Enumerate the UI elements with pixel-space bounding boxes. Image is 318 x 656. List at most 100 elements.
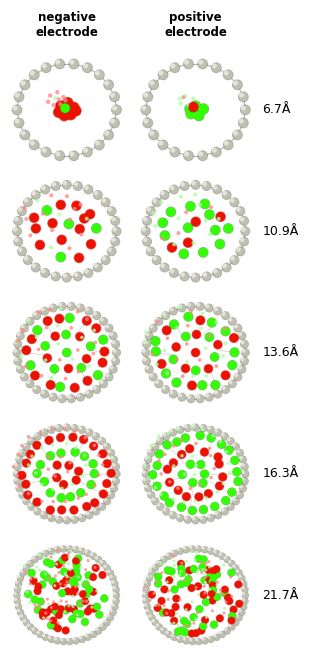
Point <box>80 634 85 645</box>
Point <box>210 605 215 616</box>
Point <box>202 447 207 457</box>
Point <box>190 478 195 488</box>
Point <box>53 606 59 617</box>
Point <box>141 588 146 599</box>
Point <box>186 574 191 584</box>
Point <box>82 451 87 462</box>
Point <box>185 619 190 629</box>
Point <box>69 394 74 404</box>
Point <box>67 544 73 554</box>
Point <box>68 546 73 556</box>
Point <box>73 179 79 190</box>
Point <box>178 634 183 645</box>
Point <box>148 246 153 256</box>
Point <box>144 337 149 348</box>
Point <box>95 190 100 200</box>
Point <box>143 104 149 115</box>
Point <box>243 347 248 358</box>
Point <box>242 476 247 487</box>
Point <box>216 214 221 224</box>
Point <box>230 379 235 389</box>
Point <box>41 613 46 623</box>
Point <box>237 447 242 458</box>
Point <box>91 459 96 469</box>
Point <box>159 468 164 479</box>
Point <box>17 455 22 465</box>
Point <box>169 182 175 193</box>
Point <box>183 91 188 101</box>
Point <box>204 181 209 192</box>
Point <box>19 566 24 577</box>
Point <box>162 310 167 321</box>
Point <box>242 236 247 247</box>
Point <box>228 436 233 447</box>
Point <box>172 548 177 559</box>
Point <box>19 246 24 256</box>
Point <box>107 323 112 333</box>
Point <box>110 600 115 610</box>
Point <box>143 577 148 587</box>
Point <box>149 490 154 501</box>
Point <box>156 455 162 466</box>
Point <box>239 364 245 375</box>
Point <box>242 216 247 226</box>
Point <box>48 615 53 626</box>
Point <box>82 450 87 461</box>
Point <box>43 268 48 278</box>
Point <box>109 468 114 478</box>
Point <box>44 607 49 618</box>
Point <box>156 571 161 582</box>
Point <box>71 102 76 113</box>
Point <box>171 268 176 278</box>
Point <box>188 201 193 212</box>
Point <box>226 445 232 455</box>
Point <box>189 583 194 593</box>
Point <box>74 566 79 577</box>
Point <box>190 451 195 461</box>
Point <box>75 572 80 583</box>
Point <box>185 423 190 434</box>
Point <box>72 584 77 594</box>
Point <box>146 472 151 483</box>
Point <box>156 316 161 327</box>
Point <box>93 431 99 441</box>
Point <box>239 331 245 341</box>
Point <box>239 607 244 618</box>
Point <box>76 553 81 564</box>
Point <box>164 325 169 336</box>
Point <box>231 494 236 504</box>
Point <box>46 435 52 445</box>
Point <box>227 620 232 630</box>
Point <box>42 510 47 520</box>
Point <box>87 428 92 438</box>
Point <box>217 481 222 491</box>
Point <box>42 428 47 438</box>
Point <box>48 304 53 315</box>
Point <box>238 246 243 256</box>
Point <box>218 584 223 595</box>
Point <box>197 110 202 121</box>
Point <box>110 577 115 587</box>
Point <box>67 313 72 323</box>
Point <box>58 432 63 443</box>
Point <box>146 483 151 493</box>
Point <box>29 436 34 447</box>
Point <box>169 304 174 314</box>
Point <box>162 429 167 440</box>
Point <box>177 570 182 581</box>
Point <box>161 308 166 319</box>
Point <box>214 62 219 73</box>
Point <box>193 628 198 638</box>
Point <box>166 551 171 562</box>
Point <box>223 552 228 563</box>
Point <box>32 70 37 80</box>
Point <box>74 560 79 570</box>
Point <box>166 629 171 640</box>
Point <box>111 331 116 341</box>
Point <box>34 497 39 507</box>
Point <box>156 379 161 389</box>
Point <box>40 611 45 621</box>
Point <box>80 471 85 482</box>
Point <box>22 615 27 626</box>
Point <box>201 247 206 258</box>
